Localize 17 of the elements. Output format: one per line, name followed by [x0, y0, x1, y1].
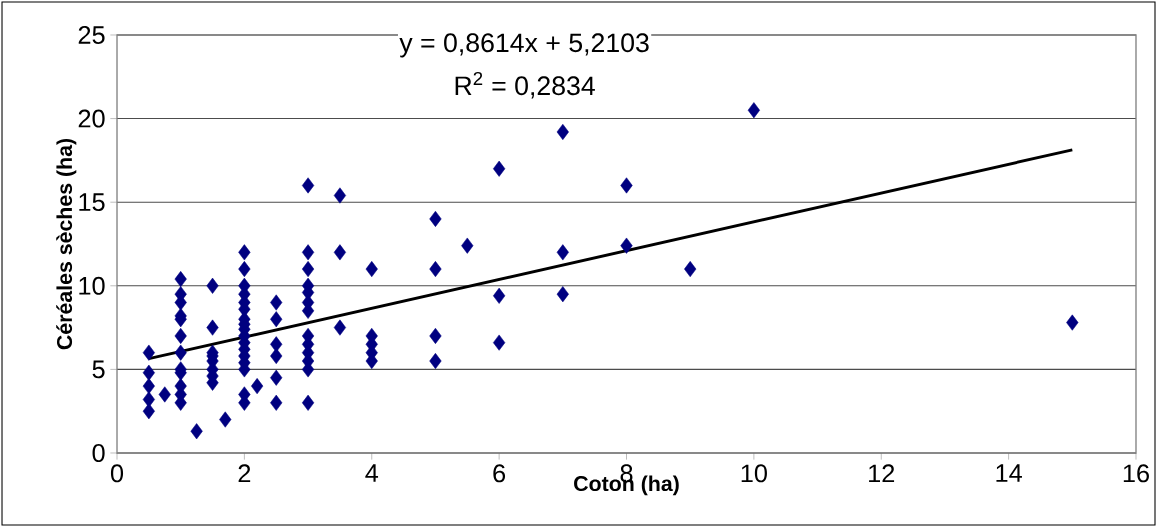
y-tick-label: 0	[92, 444, 105, 462]
y-axis-title: Céréales sèches (ha)	[56, 138, 77, 350]
annotation: R$^{2}$ = 0,2834	[455, 71, 595, 99]
x-tick-label: 16	[1123, 464, 1149, 483]
x-tick-label: 6	[493, 464, 506, 483]
y-tick-label: 20	[78, 109, 105, 128]
x-tick-label: 12	[869, 464, 895, 483]
annotation: y = 0,8614x + 5,2103	[399, 33, 649, 58]
x-tick-label: 14	[996, 464, 1022, 482]
y-tick-label: 5	[92, 360, 105, 379]
x-tick-label: 2	[238, 464, 251, 483]
x-tick-label: 0	[110, 464, 124, 483]
y-tick-label: 15	[79, 193, 105, 212]
y-tick-label: 10	[79, 276, 105, 295]
x-tick-label: 4	[365, 464, 379, 482]
y-tick-label: 25	[78, 26, 105, 44]
x-tick-label: 10	[741, 464, 767, 483]
